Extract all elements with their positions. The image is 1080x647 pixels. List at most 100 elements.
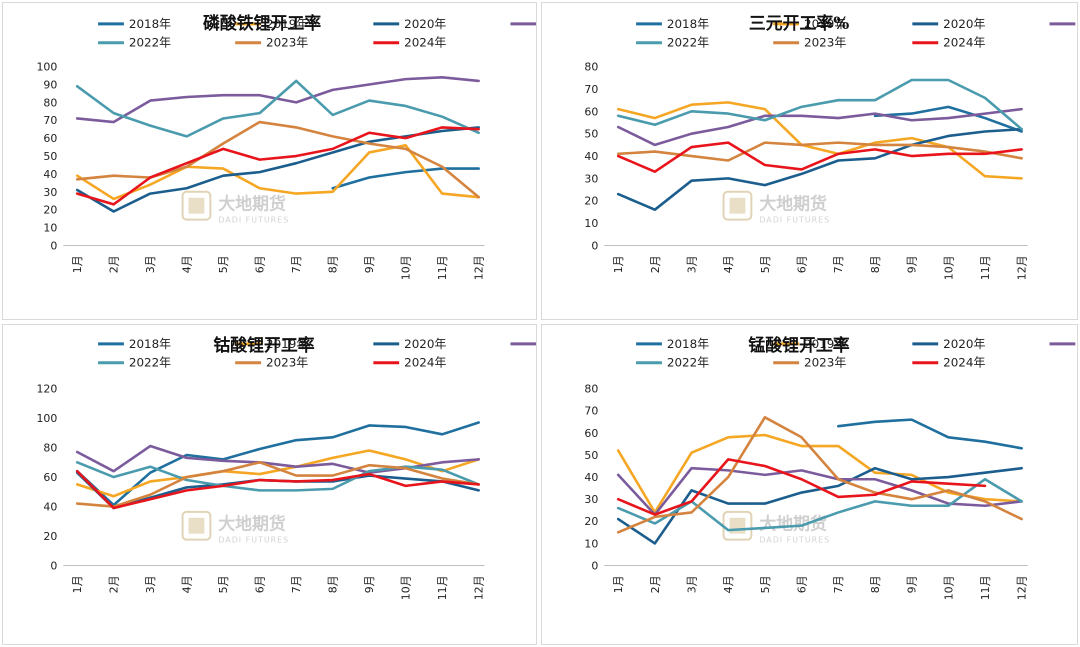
x-tick-label: 4月 [181,255,194,273]
legend-label: 2022年 [667,36,709,50]
x-tick-label: 4月 [722,255,735,273]
x-tick-label: 10月 [400,255,413,280]
watermark-emblem [722,190,753,221]
watermark-brand-cn: 大地期货 [759,514,827,534]
watermark-emblem-core [729,197,746,214]
x-tick-label: 7月 [832,575,845,593]
y-tick-label: 40 [584,471,598,484]
x-tick-label: 2月 [108,255,121,273]
y-tick-label: 80 [43,96,57,109]
x-tick-label: 10月 [942,575,955,600]
legend-label: 2023年 [266,36,308,50]
legend-label: 2018年 [129,337,171,351]
y-tick-label: 10 [584,217,598,230]
series-line-2023年 [75,461,480,508]
x-tick-label: 7月 [290,575,303,593]
legend-label: 2018年 [667,337,709,351]
series-line-2024年 [75,469,480,510]
x-tick-label: 1月 [71,255,84,273]
watermark-brand-en: DADI FUTURES [218,216,289,225]
y-tick-label: 10 [584,537,598,550]
chart-panel-lfp: 大地期货 DADI FUTURES 0 10 20 30 40 50 60 70 80 90 100 1月… [2,2,537,320]
legend-label: 2022年 [667,356,709,370]
y-tick-label: 80 [43,442,57,455]
x-tick-label: 3月 [686,255,699,273]
y-tick-label: 40 [584,150,598,163]
x-tick-label: 8月 [869,575,882,593]
x-tick-label: 1月 [71,575,84,593]
x-tick-label: 8月 [869,255,882,273]
x-tick-label: 5月 [759,575,772,593]
y-tick-label: 20 [43,530,57,543]
chart-title: 锰酸锂开工率 [748,335,849,355]
x-tick-label: 2月 [108,575,121,593]
series-line-2024年 [616,141,1023,174]
chart-panel-lmo: 大地期货 DADI FUTURES 0 10 20 30 40 50 60 70 80 1月 2月 3月 4… [541,324,1078,645]
legend-label: 2019年 [266,337,308,351]
x-tick-label: 11月 [436,575,449,600]
chart-title: 三元开工率% [749,13,849,33]
series-line-2024年 [616,458,987,516]
y-tick-label: 0 [591,239,598,252]
x-tick-label: 2月 [649,575,662,593]
legend-label: 2020年 [404,337,446,351]
series-line-2022年 [75,79,480,138]
legend-label: 2019年 [804,337,846,351]
legend-label: 2023年 [266,356,308,370]
x-tick-label: 4月 [181,575,194,593]
y-tick-label: 50 [584,128,598,141]
series-line-2023年 [616,141,1023,162]
legend-label: 2019年 [804,17,846,31]
series-line-2018年 [873,105,1023,133]
chart-panel-lco: 大地期货 DADI FUTURES 0 20 40 60 80 100 120 1月 2月 3月 4月 5… [2,324,537,645]
watermark-brand-cn: 大地期货 [218,194,286,214]
series-line-2019年 [616,101,1023,180]
y-tick-label: 20 [584,515,598,528]
y-tick-label: 70 [584,83,598,96]
y-tick-label: 60 [43,132,57,145]
legend-label: 2019年 [266,17,308,31]
watermark-brand-en: DADI FUTURES [759,536,830,545]
x-tick-label: 12月 [473,255,486,280]
chart-lfp: 大地期货 DADI FUTURES 0 10 20 30 40 50 60 70 80 90 100 1月… [36,13,536,280]
watermark-logo: 大地期货 DADI FUTURES [181,190,289,225]
x-tick-label: 4月 [722,575,735,593]
series-line-2021年 [75,76,480,124]
legend-label: 2023年 [804,36,846,50]
x-tick-label: 9月 [906,255,919,273]
watermark-brand-cn: 大地期货 [759,194,827,214]
legend-label: 2024年 [943,356,985,370]
watermark-emblem-core [729,517,746,534]
chart-panel-ternary: 大地期货 DADI FUTURES 0 10 20 30 40 50 60 70 80 1月 2月 3月 4… [541,2,1078,320]
x-tick-label: 8月 [327,255,340,273]
series-line-2018年 [331,167,480,190]
watermark-emblem [181,510,212,541]
y-tick-label: 0 [591,559,598,572]
legend-label: 2024年 [404,356,446,370]
x-tick-label: 12月 [473,575,486,600]
y-tick-label: 80 [584,61,598,74]
series-line-2020年 [616,127,1023,211]
y-tick-label: 60 [43,471,57,484]
x-tick-label: 8月 [327,575,340,593]
x-tick-label: 3月 [686,575,699,593]
y-tick-label: 60 [584,427,598,440]
watermark-logo: 大地期货 DADI FUTURES [722,190,829,225]
x-tick-label: 1月 [612,255,625,273]
x-tick-label: 10月 [942,255,955,280]
series-line-2021年 [616,107,1023,147]
y-tick-label: 40 [43,168,57,181]
x-tick-label: 11月 [436,255,449,280]
x-tick-label: 10月 [400,575,413,600]
legend-label: 2023年 [804,356,846,370]
x-tick-label: 1月 [612,575,625,593]
x-tick-label: 9月 [363,255,376,273]
legend-label: 2018年 [667,17,709,31]
x-tick-label: 3月 [144,255,157,273]
y-tick-label: 40 [43,501,57,514]
series-line-2019年 [75,449,480,498]
watermark-emblem-core [188,197,205,214]
watermark-brand-en: DADI FUTURES [218,536,289,545]
legend-label: 2018年 [129,17,171,31]
y-tick-label: 50 [584,449,598,462]
